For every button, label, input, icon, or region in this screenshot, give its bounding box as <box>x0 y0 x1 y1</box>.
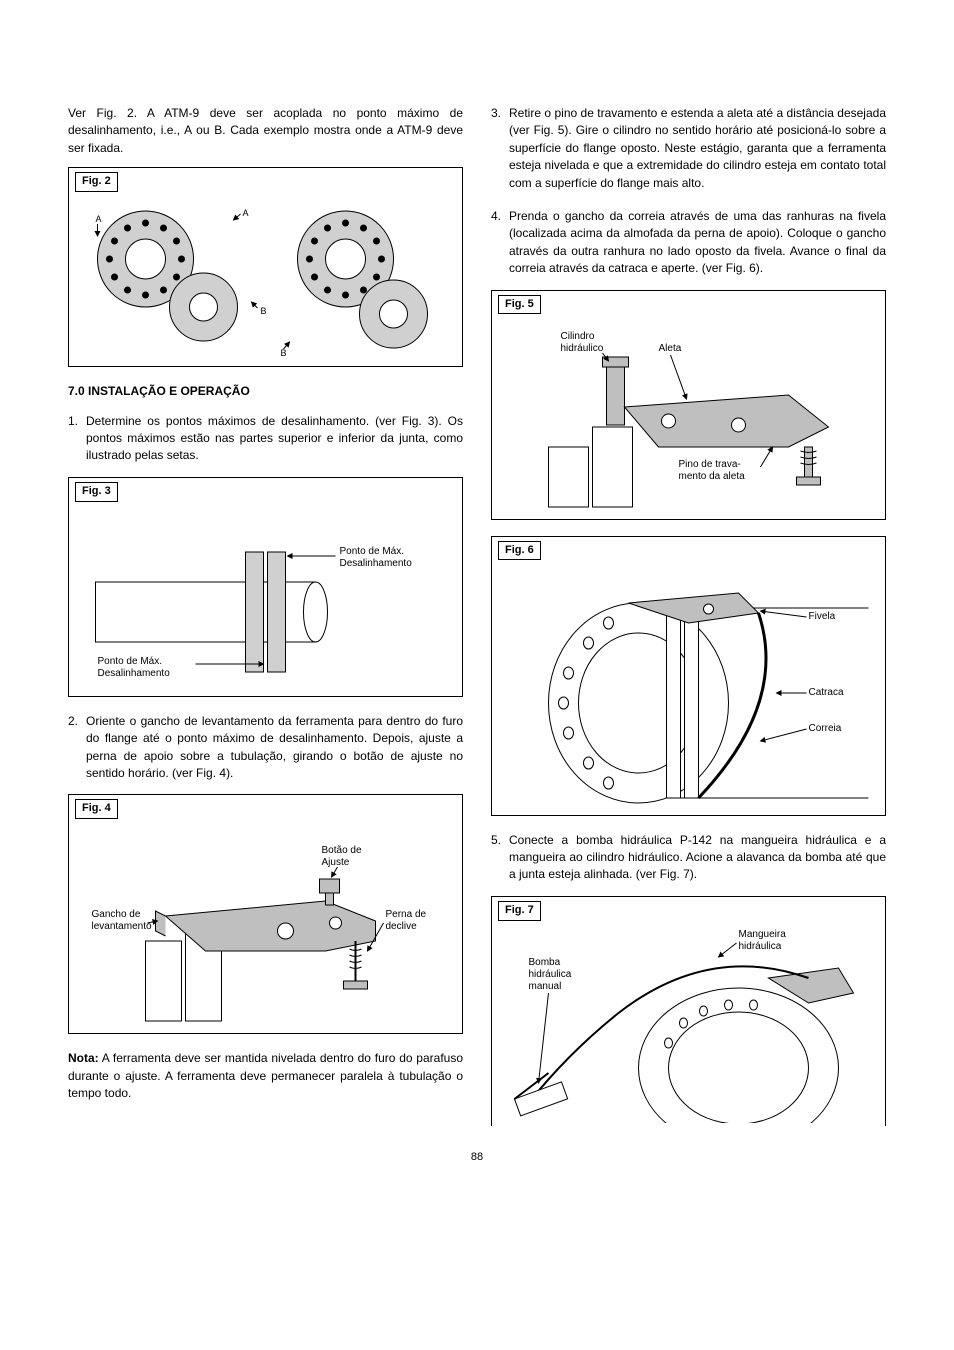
figure-4: Fig. 4 <box>68 794 463 1034</box>
figure-6-svg: Fivela Catraca Correia <box>500 563 877 811</box>
svg-text:Botão de: Botão de <box>322 845 362 856</box>
figure-7-svg: Mangueira hidráulica Bomba hidráulica ma… <box>500 923 877 1123</box>
svg-text:hidráulica: hidráulica <box>529 969 572 980</box>
figure-3: Fig. 3 Ponto de Máx. Desalinhamento Pont… <box>68 477 463 697</box>
svg-text:mento da aleta: mento da aleta <box>679 471 746 482</box>
left-column: Ver Fig. 2. A ATM-9 deve ser acoplada no… <box>68 105 463 1142</box>
svg-text:Bomba: Bomba <box>529 957 561 968</box>
svg-text:Ponto de Máx.: Ponto de Máx. <box>98 656 162 667</box>
figure-6-label: Fig. 6 <box>498 541 541 561</box>
svg-text:Perna de: Perna de <box>386 909 427 920</box>
note-label: Nota: <box>68 1051 99 1065</box>
svg-text:manual: manual <box>529 981 562 992</box>
svg-text:Catraca: Catraca <box>809 687 844 698</box>
svg-text:levantamento: levantamento <box>92 921 152 932</box>
figure-2: Fig. 2 <box>68 167 463 367</box>
svg-text:declive: declive <box>386 921 418 932</box>
svg-text:Ponto de Máx.: Ponto de Máx. <box>340 546 404 557</box>
svg-text:Pino de trava-: Pino de trava- <box>679 459 741 470</box>
svg-text:A: A <box>243 208 249 218</box>
note-body: A ferramenta deve ser mantida nivelada d… <box>68 1051 463 1100</box>
note-para: Nota: A ferramenta deve ser mantida nive… <box>68 1050 463 1102</box>
svg-text:Desalinhamento: Desalinhamento <box>340 558 413 569</box>
step-3: 3.Retire o pino de travamento e estenda … <box>491 105 886 192</box>
figure-5: Fig. 5 Cilindro <box>491 290 886 520</box>
svg-text:Desalinhamento: Desalinhamento <box>98 668 171 679</box>
svg-text:Cilindro: Cilindro <box>561 331 595 342</box>
figure-2-label: Fig. 2 <box>75 172 118 192</box>
svg-text:hidráulico: hidráulico <box>561 343 604 354</box>
svg-text:A: A <box>96 214 102 224</box>
step-1: 1.Determine os pontos máximos de desalin… <box>68 413 463 465</box>
figure-5-label: Fig. 5 <box>498 295 541 315</box>
svg-text:Ajuste: Ajuste <box>322 857 350 868</box>
step-5: 5.Conecte a bomba hidráulica P-142 na ma… <box>491 832 886 884</box>
figure-5-svg: Cilindro hidráulico Aleta Pino de trava-… <box>500 317 877 515</box>
svg-text:Mangueira: Mangueira <box>739 929 787 940</box>
step-2: 2.Oriente o gancho de levantamento da fe… <box>68 713 463 783</box>
figure-4-label: Fig. 4 <box>75 799 118 819</box>
figure-4-svg: Botão de Ajuste Gancho de levantamento P… <box>77 821 454 1029</box>
figure-3-svg: Ponto de Máx. Desalinhamento Ponto de Má… <box>77 504 454 692</box>
svg-text:B: B <box>261 306 267 316</box>
right-column: 3.Retire o pino de travamento e estenda … <box>491 105 886 1142</box>
figure-7-label: Fig. 7 <box>498 901 541 921</box>
svg-text:hidráulica: hidráulica <box>739 941 782 952</box>
svg-text:B: B <box>281 348 287 358</box>
figure-7: Fig. 7 <box>491 896 886 1126</box>
svg-text:Correia: Correia <box>809 723 842 734</box>
page-number: 88 <box>68 1150 886 1166</box>
svg-text:Fivela: Fivela <box>809 611 836 622</box>
step-4: 4.Prenda o gancho da correia através de … <box>491 208 886 278</box>
svg-text:Gancho de: Gancho de <box>92 909 141 920</box>
figure-2-svg: A A B B <box>77 194 454 362</box>
svg-text:Aleta: Aleta <box>659 343 682 354</box>
figure-6: Fig. 6 <box>491 536 886 816</box>
section-title: 7.0 INSTALAÇÃO E OPERAÇÃO <box>68 383 463 400</box>
intro-para: Ver Fig. 2. A ATM-9 deve ser acoplada no… <box>68 105 463 157</box>
figure-3-label: Fig. 3 <box>75 482 118 502</box>
